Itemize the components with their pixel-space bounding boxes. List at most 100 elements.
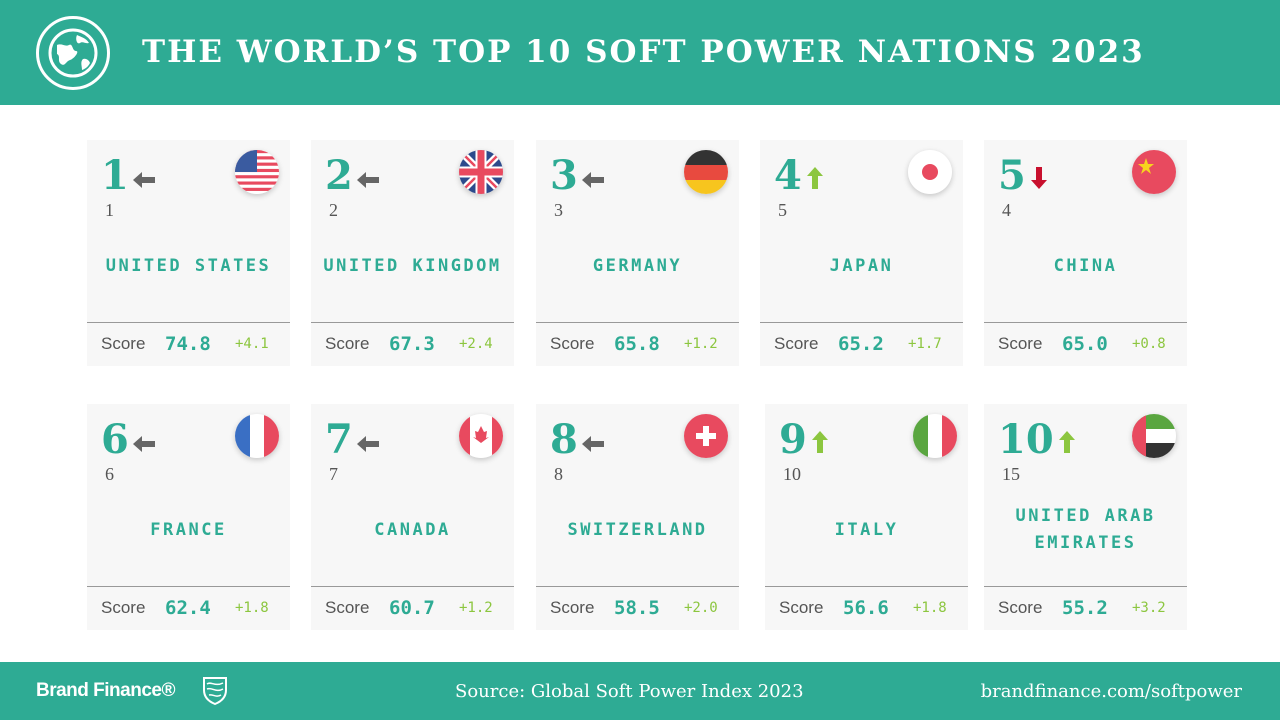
country-name: UNITED ARAB EMIRATES bbox=[1015, 506, 1156, 553]
score-change: +2.0 bbox=[684, 600, 718, 616]
score-change: +2.4 bbox=[459, 336, 493, 352]
divider bbox=[984, 322, 1187, 323]
flag-uk-icon bbox=[459, 150, 503, 194]
flag-ca-icon bbox=[459, 414, 503, 458]
flag-it-icon bbox=[913, 414, 957, 458]
country-name: FRANCE bbox=[150, 519, 227, 540]
previous-rank: 8 bbox=[554, 464, 563, 484]
score-change: +1.2 bbox=[684, 336, 718, 352]
flag-fr-icon bbox=[235, 414, 279, 458]
score-label: Score bbox=[550, 334, 595, 353]
country-card: 9 10 ITALY Score 56.6 +1.8 bbox=[765, 404, 968, 630]
score-change: +1.2 bbox=[459, 600, 493, 616]
rank-number: 1 bbox=[101, 152, 129, 199]
arrow-left-icon bbox=[132, 416, 155, 463]
country-name: SWITZERLAND bbox=[567, 519, 708, 540]
score-label: Score bbox=[101, 598, 146, 617]
arrow-up-icon bbox=[811, 416, 829, 463]
score-change: +1.8 bbox=[235, 600, 269, 616]
score-label: Score bbox=[779, 598, 824, 617]
divider bbox=[765, 586, 968, 587]
country-card: 3 3 GERMANY Score 65.8 +1.2 bbox=[536, 140, 739, 366]
brand-finance-logo: Brand Finance® bbox=[36, 680, 175, 701]
flag-jp-icon bbox=[908, 150, 952, 194]
source-text: Source: Global Soft Power Index 2023 bbox=[455, 681, 804, 702]
flag-us-icon bbox=[235, 150, 279, 194]
score-label: Score bbox=[774, 334, 819, 353]
divider bbox=[984, 586, 1187, 587]
country-name: UNITED KINGDOM bbox=[323, 255, 502, 276]
country-card: 6 6 FRANCE Score 62.4 +1.8 bbox=[87, 404, 290, 630]
country-card: 1 1 UNITED STATES Score 74.8 +4.1 bbox=[87, 140, 290, 366]
website-link[interactable]: brandfinance.com/softpower bbox=[980, 681, 1242, 702]
page-title: THE WORLD’S TOP 10 SOFT POWER NATIONS 20… bbox=[142, 34, 1145, 70]
country-card: 5 4 CHINA Score 65.0 +0.8 bbox=[984, 140, 1187, 366]
score-label: Score bbox=[550, 598, 595, 617]
rank-number: 2 bbox=[325, 152, 353, 199]
divider bbox=[311, 322, 514, 323]
rank: 1 bbox=[101, 152, 155, 199]
country-name: UNITED STATES bbox=[105, 255, 272, 276]
previous-rank: 15 bbox=[1002, 464, 1020, 484]
rank: 3 bbox=[550, 152, 604, 199]
globe-icon bbox=[36, 16, 110, 90]
score-value: 65.0 bbox=[1062, 333, 1108, 355]
country-name: ITALY bbox=[834, 519, 899, 540]
rank-number: 6 bbox=[101, 416, 129, 463]
country-card: 4 5 JAPAN Score 65.2 +1.7 bbox=[760, 140, 963, 366]
rank-number: 3 bbox=[550, 152, 578, 199]
score-value: 58.5 bbox=[614, 597, 660, 619]
previous-rank: 3 bbox=[554, 200, 563, 220]
score-value: 60.7 bbox=[389, 597, 435, 619]
rank-number: 5 bbox=[998, 152, 1026, 199]
score-change: +1.8 bbox=[913, 600, 947, 616]
country-name: GERMANY bbox=[592, 255, 683, 276]
rank: 8 bbox=[550, 416, 604, 463]
divider bbox=[311, 586, 514, 587]
score-label: Score bbox=[325, 334, 370, 353]
score-label: Score bbox=[998, 334, 1043, 353]
arrow-down-icon bbox=[1030, 152, 1048, 199]
rank: 9 bbox=[779, 416, 829, 463]
shield-logo-icon bbox=[203, 677, 227, 706]
divider bbox=[536, 322, 739, 323]
divider bbox=[536, 586, 739, 587]
previous-rank: 1 bbox=[105, 200, 114, 220]
flag-de-icon bbox=[684, 150, 728, 194]
score-change: +4.1 bbox=[235, 336, 269, 352]
flag-ch-icon bbox=[684, 414, 728, 458]
arrow-left-icon bbox=[356, 152, 379, 199]
arrow-left-icon bbox=[581, 152, 604, 199]
rank-number: 10 bbox=[998, 416, 1054, 463]
rank-number: 4 bbox=[774, 152, 802, 199]
flag-cn-icon bbox=[1132, 150, 1176, 194]
country-card: 7 7 CANADA Score 60.7 +1.2 bbox=[311, 404, 514, 630]
footer: Brand Finance® Source: Global Soft Power… bbox=[0, 662, 1280, 720]
flag-ae-icon bbox=[1132, 414, 1176, 458]
score-value: 55.2 bbox=[1062, 597, 1108, 619]
previous-rank: 5 bbox=[778, 200, 787, 220]
score-value: 65.2 bbox=[838, 333, 884, 355]
country-card: 2 2 UNITED KINGDOM Score 67.3 +2.4 bbox=[311, 140, 514, 366]
score-label: Score bbox=[101, 334, 146, 353]
country-card: 8 8 SWITZERLAND Score 58.5 +2.0 bbox=[536, 404, 739, 630]
score-change: +3.2 bbox=[1132, 600, 1166, 616]
previous-rank: 7 bbox=[329, 464, 338, 484]
divider bbox=[87, 586, 290, 587]
arrow-left-icon bbox=[581, 416, 604, 463]
arrow-up-icon bbox=[1058, 416, 1076, 463]
score-change: +0.8 bbox=[1132, 336, 1166, 352]
score-value: 67.3 bbox=[389, 333, 435, 355]
country-name: JAPAN bbox=[829, 255, 894, 276]
score-value: 56.6 bbox=[843, 597, 889, 619]
rank-number: 8 bbox=[550, 416, 578, 463]
arrow-left-icon bbox=[356, 416, 379, 463]
country-name: CANADA bbox=[374, 519, 451, 540]
rank: 2 bbox=[325, 152, 379, 199]
rank: 10 bbox=[998, 416, 1076, 463]
score-value: 62.4 bbox=[165, 597, 211, 619]
rank: 5 bbox=[998, 152, 1048, 199]
score-change: +1.7 bbox=[908, 336, 942, 352]
header-banner: THE WORLD’S TOP 10 SOFT POWER NATIONS 20… bbox=[0, 0, 1280, 105]
previous-rank: 4 bbox=[1002, 200, 1011, 220]
